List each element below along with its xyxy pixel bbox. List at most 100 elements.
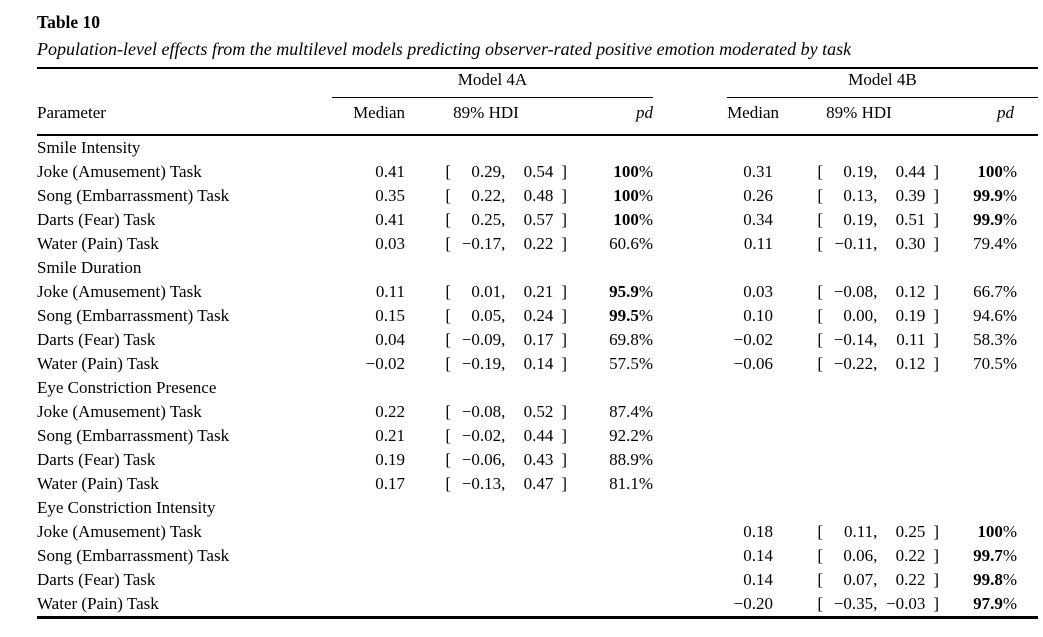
- percent-sign: %: [1002, 162, 1017, 181]
- hdi-interval: [0.00, 0.19]: [817, 304, 939, 328]
- table-row: Darts (Fear) Task 0.04 [−0.09, 0.17] 69.8% −0…: [37, 328, 1038, 352]
- hdi-upper-value: 0.43: [523, 450, 554, 469]
- hdi-upper-value: 0.12: [895, 354, 926, 373]
- median-4a-cell: −0.02: [365, 354, 405, 373]
- hdi-comma: ,: [501, 162, 506, 181]
- section-header-label: Eye Constriction Intensity: [37, 498, 216, 517]
- hdi-open-bracket: [: [445, 210, 452, 229]
- hdi-open-bracket: [: [445, 402, 452, 421]
- hdi-4a-cell: [−0.08, 0.52]: [405, 400, 567, 424]
- pd-value: 97.9: [973, 594, 1003, 613]
- hdi-upper-value: 0.21: [523, 282, 554, 301]
- hdi-interval: [0.19, 0.51]: [817, 208, 939, 232]
- table-label: Table 10: [37, 12, 101, 32]
- hdi-interval: [−0.14, 0.11]: [817, 328, 939, 352]
- median-4a-cell: 0.19: [375, 450, 405, 469]
- percent-sign: %: [638, 306, 653, 325]
- hdi-upper-value: 0.24: [523, 306, 554, 325]
- hdi-upper-value: 0.47: [523, 474, 554, 493]
- parameter-cell: Darts (Fear) Task: [37, 570, 156, 589]
- pd-value: 100: [977, 522, 1003, 541]
- hdi-lower-value: 0.07: [843, 570, 874, 589]
- parameter-cell: Darts (Fear) Task: [37, 330, 156, 349]
- percent-sign: %: [1002, 594, 1017, 613]
- hdi-4a-cell: [0.25, 0.57]: [405, 208, 567, 232]
- median-4b-cell: 0.03: [743, 282, 773, 301]
- table-row: Song (Embarrassment) Task 0.21 [−0.02, 0.44…: [37, 424, 1038, 448]
- table-row: Darts (Fear) Task 0.41[0.25, 0.57] 100% 0.34…: [37, 208, 1038, 232]
- percent-sign: %: [1002, 210, 1017, 229]
- hdi-lower-value: −0.09: [461, 330, 502, 349]
- model-spanner-row: Model 4A Model 4B: [37, 68, 1038, 98]
- hdi-open-bracket: [: [817, 186, 824, 205]
- pd-4a-cell: 88.9%: [609, 450, 653, 469]
- hdi-open-bracket: [: [817, 522, 824, 541]
- hdi-4b-cell: [−0.22, 0.12]: [779, 352, 939, 376]
- hdi-lower-value: −0.14: [833, 330, 874, 349]
- gap-cell: [653, 208, 727, 232]
- hdi-column-header-4b: 89% HDI: [779, 97, 939, 136]
- hdi-4b-cell: [779, 400, 939, 424]
- hdi-comma: ,: [501, 474, 506, 493]
- gap-cell: [653, 184, 727, 208]
- gap-cell: [653, 352, 727, 376]
- table-row: Water (Pain) Task −0.20[−0.35, −0.03] 97.9%: [37, 592, 1038, 618]
- percent-sign: %: [1002, 522, 1017, 541]
- median-4a-cell: 0.04: [375, 330, 405, 349]
- hdi-close-bracket: ]: [933, 306, 939, 325]
- pd-value: 99.5: [609, 306, 639, 325]
- hdi-close-bracket: ]: [561, 450, 567, 469]
- hdi-interval: [−0.08, 0.52]: [445, 400, 567, 424]
- table-row: Darts (Fear) Task 0.14[0.07, 0.22] 99.8%: [37, 568, 1038, 592]
- median-4a-cell: 0.35: [375, 186, 405, 205]
- pd-value: 99.9: [973, 210, 1003, 229]
- table-row: Water (Pain) Task 0.03 [−0.17, 0.22] 60.6% 0.…: [37, 232, 1038, 256]
- hdi-4b-cell: [−0.11, 0.30]: [779, 232, 939, 256]
- hdi-open-bracket: [: [445, 234, 452, 253]
- hdi-open-bracket: [: [445, 354, 452, 373]
- pd-4b-cell: 58.3%: [973, 330, 1017, 349]
- pd-value: 95.9: [609, 282, 639, 301]
- pd-value: 100: [613, 162, 639, 181]
- hdi-4a-cell: [−0.06, 0.43]: [405, 448, 567, 472]
- pd-4a-cell: 99.5%: [567, 304, 653, 328]
- hdi-lower-value: 0.00: [843, 306, 874, 325]
- hdi-interval: [−0.19, 0.14]: [445, 352, 567, 376]
- hdi-comma: ,: [501, 354, 506, 373]
- gap-cell: [653, 160, 727, 184]
- median-4a-cell: [332, 568, 405, 592]
- hdi-open-bracket: [: [817, 570, 824, 589]
- hdi-open-bracket: [: [445, 162, 452, 181]
- median-4a-cell: [332, 592, 405, 618]
- table-row: Song (Embarrassment) Task 0.15 [0.05, 0.24]…: [37, 304, 1038, 328]
- hdi-4b-cell: [779, 424, 939, 448]
- hdi-4b-cell: [0.19, 0.44]: [779, 160, 939, 184]
- hdi-4a-cell: [−0.19, 0.14]: [405, 352, 567, 376]
- median-4a-cell: 0.03: [375, 234, 405, 253]
- hdi-close-bracket: ]: [561, 426, 567, 445]
- hdi-4b-cell: [0.00, 0.19]: [779, 304, 939, 328]
- pd-4b-cell: [939, 424, 1038, 448]
- hdi-interval: [−0.22, 0.12]: [817, 352, 939, 376]
- median-4b-cell: −0.06: [733, 354, 773, 373]
- hdi-lower-value: 0.13: [843, 186, 874, 205]
- hdi-interval: [−0.08, 0.12]: [817, 280, 939, 304]
- pd-4a-cell: 95.9%: [567, 280, 653, 304]
- table-row: Joke (Amusement) Task 0.41[0.29, 0.54] 100%…: [37, 160, 1038, 184]
- hdi-comma: ,: [873, 282, 878, 301]
- hdi-comma: ,: [501, 210, 506, 229]
- hdi-lower-value: −0.13: [461, 474, 502, 493]
- hdi-comma: ,: [501, 306, 506, 325]
- hdi-upper-value: 0.14: [523, 354, 554, 373]
- hdi-open-bracket: [: [817, 546, 824, 565]
- hdi-open-bracket: [: [817, 234, 824, 253]
- hdi-open-bracket: [: [445, 450, 452, 469]
- hdi-close-bracket: ]: [561, 282, 567, 301]
- hdi-lower-value: 0.25: [471, 210, 502, 229]
- hdi-close-bracket: ]: [933, 186, 939, 205]
- median-4a-cell: 0.17: [375, 474, 405, 493]
- percent-sign: %: [1002, 570, 1017, 589]
- table-body: Smile Intensity Joke (Amusement) Task 0.41…: [37, 135, 1038, 618]
- hdi-comma: ,: [501, 186, 506, 205]
- hdi-4a-cell: [405, 544, 567, 568]
